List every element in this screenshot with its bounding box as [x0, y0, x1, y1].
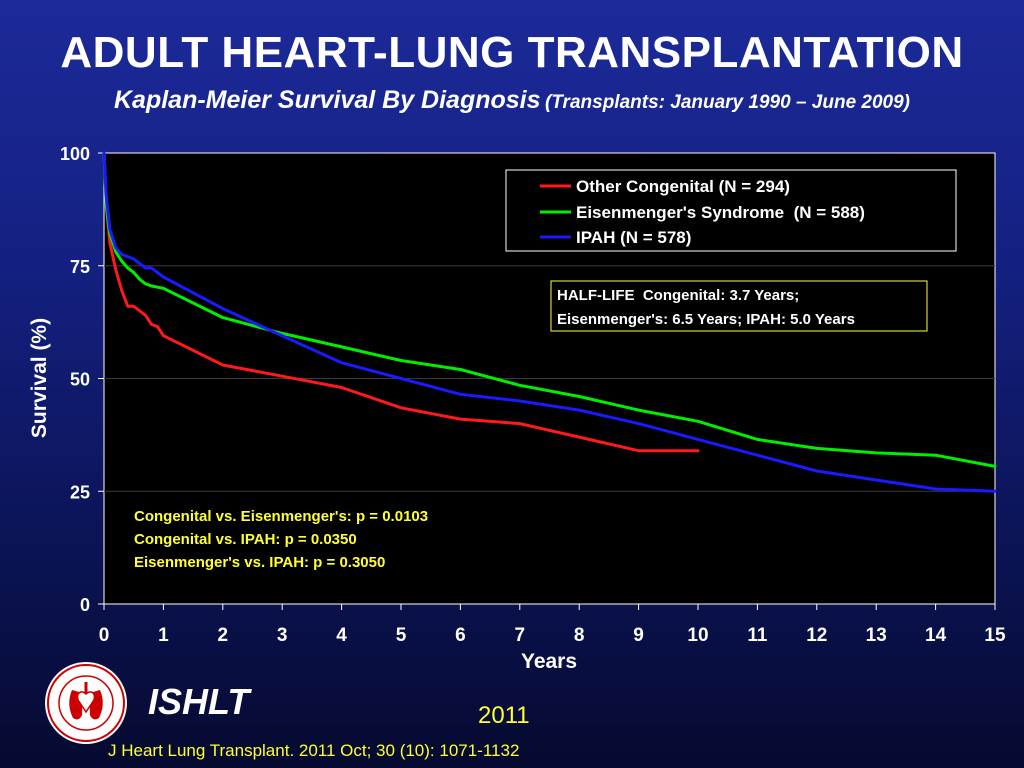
x-tick-label-12: 12	[806, 625, 827, 646]
x-tick-label-3: 3	[277, 625, 288, 646]
series-line-eisenmenger	[102, 151, 997, 468]
x-tick-label-14: 14	[925, 625, 947, 646]
x-tick-label-0: 0	[99, 625, 110, 646]
x-tick-label-15: 15	[984, 625, 1006, 646]
pvalue-line-1: Congenital vs. Eisenmenger's: p = 0.0103	[134, 508, 428, 525]
x-tick-label-8: 8	[574, 625, 585, 646]
pvalue-line-3: Eisenmenger's vs. IPAH: p = 0.3050	[134, 554, 385, 571]
x-tick-label-4: 4	[336, 625, 347, 646]
ishlt-label: ISHLT	[148, 681, 250, 722]
ishlt-seal-logo	[45, 662, 127, 744]
half-life-box	[550, 280, 928, 332]
x-tick-label-6: 6	[455, 625, 466, 646]
x-tick-label-5: 5	[396, 625, 407, 646]
half-life-line-1: HALF-LIFE Congenital: 3.7 Years;	[557, 287, 799, 304]
x-tick-label-13: 13	[866, 625, 887, 646]
x-tick-label-1: 1	[158, 625, 169, 646]
x-tick-label-11: 11	[747, 625, 768, 646]
series-line-other-congenital	[102, 151, 700, 453]
gridlines	[104, 265, 995, 492]
chart-title: ADULT HEART-LUNG TRANSPLANTATION	[60, 28, 964, 77]
x-tick-label-7: 7	[515, 625, 526, 646]
subtitle-date-range: (Transplants: January 1990 – June 2009)	[544, 92, 911, 113]
y-tick-label-75: 75	[70, 257, 90, 277]
y-tick-label-100: 100	[60, 144, 90, 164]
series-lines	[102, 151, 997, 493]
chart-subtitle: Kaplan-Meier Survival By Diagnosis (Tran…	[0, 86, 1024, 115]
citation: J Heart Lung Transplant. 2011 Oct; 30 (1…	[108, 741, 520, 760]
half-life-annotation: HALF-LIFE Congenital: 3.7 Years; Eisenme…	[550, 280, 928, 332]
x-tick-label-10: 10	[687, 625, 708, 646]
y-axis-label: Survival (%)	[28, 318, 51, 438]
x-tick-label-2: 2	[218, 625, 229, 646]
y-tick-label-50: 50	[70, 370, 90, 390]
legend-label-eisenmenger: Eisenmenger's Syndrome (N = 588)	[576, 203, 865, 222]
legend-box	[505, 169, 957, 252]
series-line-ipah	[102, 151, 997, 493]
legend-label-ipah: IPAH (N = 578)	[576, 228, 691, 247]
y-tick-label-0: 0	[80, 595, 90, 615]
pvalue-line-2: Congenital vs. IPAH: p = 0.0350	[134, 531, 357, 548]
pvalue-annotation: Congenital vs. Eisenmenger's: p = 0.0103…	[134, 508, 428, 571]
half-life-line-2: Eisenmenger's: 6.5 Years; IPAH: 5.0 Year…	[557, 311, 855, 328]
x-tick-label-9: 9	[633, 625, 644, 646]
publication-year: 2011	[478, 702, 530, 729]
y-tick-label-25: 25	[70, 482, 90, 502]
legend-label-other-congenital: Other Congenital (N = 294)	[576, 177, 790, 196]
x-axis-label: Years	[521, 650, 577, 673]
subtitle-main: Kaplan-Meier Survival By Diagnosis	[113, 86, 541, 114]
legend: Other Congenital (N = 294) Eisenmenger's…	[505, 169, 957, 252]
